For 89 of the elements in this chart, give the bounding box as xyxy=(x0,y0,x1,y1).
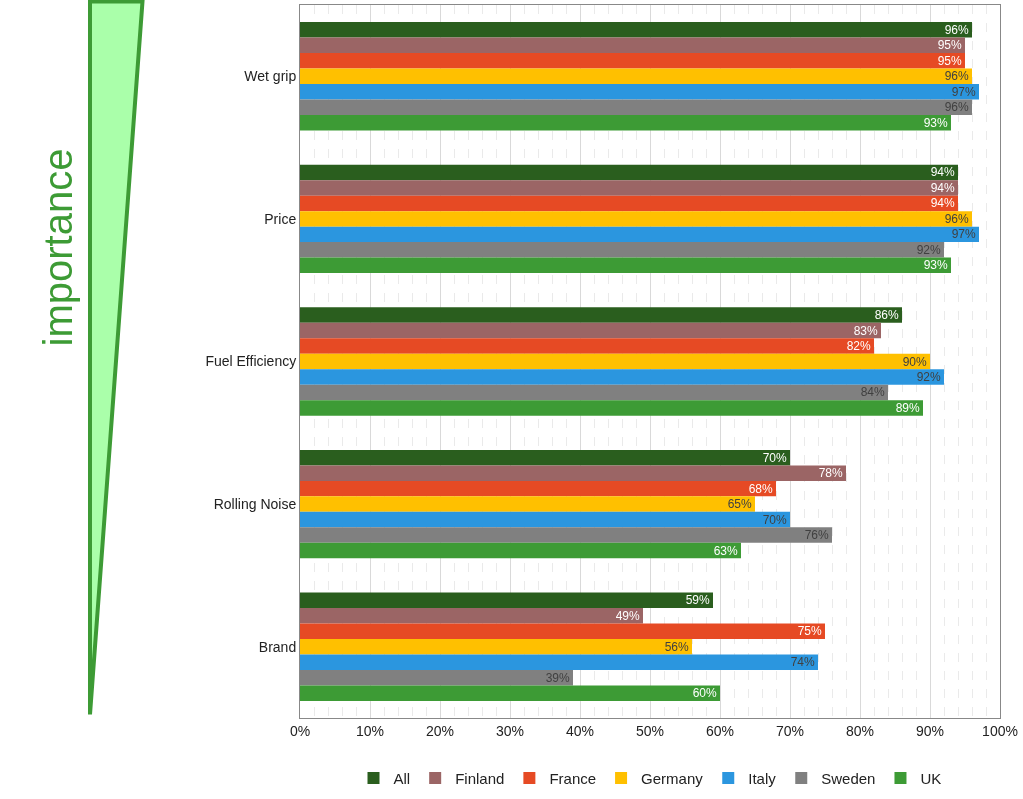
x-tick-label: 40% xyxy=(565,722,595,739)
data-label: 94% xyxy=(930,165,955,180)
bar xyxy=(300,638,692,655)
bar xyxy=(300,37,965,54)
y-tick-label: Wet grip xyxy=(244,68,297,85)
bar xyxy=(300,115,951,131)
bar xyxy=(300,84,979,100)
data-label: 74% xyxy=(790,655,815,670)
legend-label: UK xyxy=(920,769,942,787)
data-label: 83% xyxy=(853,323,878,338)
bar xyxy=(300,496,755,512)
x-tick-label: 80% xyxy=(845,722,875,739)
data-label: 82% xyxy=(846,339,871,354)
x-tick-label: 30% xyxy=(495,722,525,739)
data-label: 86% xyxy=(874,308,899,323)
data-label: 93% xyxy=(923,258,948,273)
data-label: 63% xyxy=(713,543,738,558)
legend-label: Italy xyxy=(748,769,777,787)
text: importance xyxy=(35,148,80,347)
data-label: 65% xyxy=(727,497,752,512)
bar xyxy=(300,257,951,274)
bar xyxy=(300,164,958,181)
x-tick-label: 90% xyxy=(915,722,945,739)
bar xyxy=(300,511,790,528)
data-label: 96% xyxy=(944,211,969,226)
bar xyxy=(300,195,958,212)
data-label: 56% xyxy=(664,639,689,654)
bar xyxy=(300,449,790,466)
bar xyxy=(300,180,958,196)
data-label: 76% xyxy=(804,528,829,543)
data-label: 94% xyxy=(930,196,955,211)
bar xyxy=(300,369,944,385)
legend-label: All xyxy=(393,769,411,787)
y-tick-label: Rolling Noise xyxy=(213,496,297,512)
bar xyxy=(300,68,972,85)
bar xyxy=(300,307,902,323)
y-tick-label: Fuel Efficiency xyxy=(205,353,297,370)
x-tick-label: 20% xyxy=(425,722,455,739)
bar xyxy=(300,623,825,639)
y-tick-label: Price xyxy=(264,210,297,227)
bar xyxy=(300,592,713,608)
bar xyxy=(300,654,818,670)
data-label: 93% xyxy=(923,115,948,130)
data-label: 78% xyxy=(818,466,843,481)
bar xyxy=(300,607,643,624)
x-tick-label: 0% xyxy=(289,722,311,739)
bar xyxy=(300,22,972,38)
legend-label: Finland xyxy=(455,769,505,787)
bar xyxy=(300,353,930,370)
y-tick-label: Brand xyxy=(258,638,297,655)
data-label: 94% xyxy=(930,180,955,195)
bar xyxy=(300,465,846,481)
bar xyxy=(300,226,979,243)
bar xyxy=(300,322,881,339)
bar xyxy=(300,400,923,416)
data-label: 95% xyxy=(937,38,962,53)
data-label: 97% xyxy=(951,84,976,99)
data-label: 68% xyxy=(748,481,773,496)
data-label: 90% xyxy=(902,354,927,369)
data-label: 70% xyxy=(762,512,787,527)
data-label: 75% xyxy=(797,624,822,639)
data-label: 92% xyxy=(916,369,941,384)
x-tick-label: 10% xyxy=(355,722,385,739)
legend-label: France xyxy=(549,769,597,787)
x-tick-label: 100% xyxy=(982,722,1018,739)
bar xyxy=(300,480,776,497)
bar xyxy=(300,542,741,559)
data-label: 97% xyxy=(951,227,976,242)
bar xyxy=(300,211,972,227)
data-label: 39% xyxy=(545,670,570,685)
data-label: 84% xyxy=(860,385,885,400)
data-label: 95% xyxy=(937,53,962,68)
data-label: 60% xyxy=(692,686,717,701)
data-label: 96% xyxy=(944,100,969,115)
data-label: 49% xyxy=(615,608,640,623)
bar xyxy=(300,685,720,701)
data-label: 59% xyxy=(685,593,710,608)
data-label: 96% xyxy=(944,69,969,84)
data-label: 92% xyxy=(916,242,941,257)
legend-label: Germany xyxy=(641,769,704,787)
x-tick-label: 70% xyxy=(775,722,805,739)
legend-label: Sweden xyxy=(821,769,876,787)
data-label: 89% xyxy=(895,400,920,415)
data-label: 96% xyxy=(944,22,969,37)
x-tick-label: 60% xyxy=(705,722,735,739)
data-label: 70% xyxy=(762,450,787,465)
x-tick-label: 50% xyxy=(635,722,665,739)
bar xyxy=(300,338,874,354)
bar xyxy=(300,53,965,69)
